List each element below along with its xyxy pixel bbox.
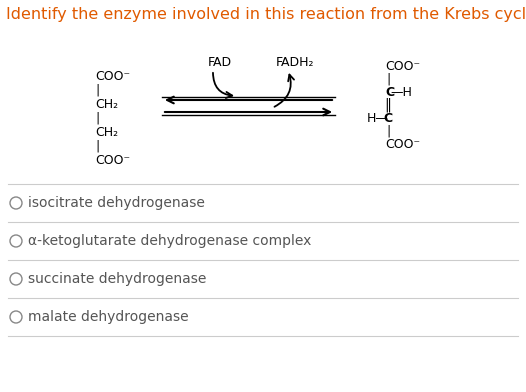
Text: COO⁻: COO⁻ bbox=[385, 138, 420, 151]
Text: —H: —H bbox=[390, 85, 412, 98]
Text: α-ketoglutarate dehydrogenase complex: α-ketoglutarate dehydrogenase complex bbox=[28, 234, 311, 248]
Text: CH₂: CH₂ bbox=[95, 125, 118, 138]
Text: isocitrate dehydrogenase: isocitrate dehydrogenase bbox=[28, 196, 205, 210]
Text: COO⁻: COO⁻ bbox=[95, 154, 130, 167]
Text: COO⁻: COO⁻ bbox=[385, 60, 420, 73]
Text: Identify the enzyme involved in this reaction from the Krebs cycle.: Identify the enzyme involved in this rea… bbox=[6, 7, 526, 22]
Text: FAD: FAD bbox=[208, 56, 232, 69]
Text: |: | bbox=[386, 125, 390, 138]
Text: malate dehydrogenase: malate dehydrogenase bbox=[28, 310, 189, 324]
Text: FADH₂: FADH₂ bbox=[276, 56, 314, 69]
FancyArrowPatch shape bbox=[275, 74, 294, 107]
Text: COO⁻: COO⁻ bbox=[95, 69, 130, 82]
Text: |: | bbox=[95, 83, 99, 96]
Text: C: C bbox=[383, 111, 392, 125]
Text: H—: H— bbox=[367, 111, 389, 125]
Text: C: C bbox=[385, 85, 394, 98]
Text: |: | bbox=[95, 111, 99, 125]
FancyArrowPatch shape bbox=[213, 73, 232, 98]
Text: |: | bbox=[95, 140, 99, 152]
Text: succinate dehydrogenase: succinate dehydrogenase bbox=[28, 272, 206, 286]
Text: |: | bbox=[387, 73, 391, 85]
Text: CH₂: CH₂ bbox=[95, 98, 118, 111]
Text: ‖: ‖ bbox=[385, 98, 391, 112]
